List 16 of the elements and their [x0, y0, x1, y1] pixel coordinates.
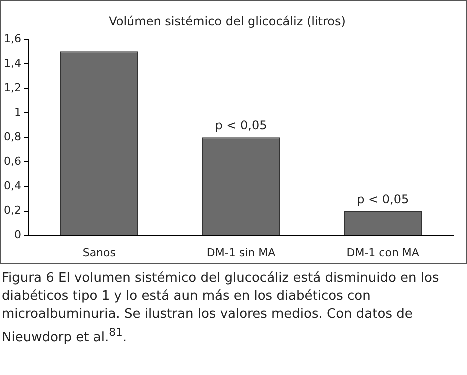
annotation: p < 0,05	[357, 192, 410, 206]
y-tick-label: 1	[14, 106, 22, 119]
x-tick-label: DM-1 sin MA	[206, 246, 276, 260]
y-tick-label: 1,6	[4, 32, 22, 46]
y-tick-label: 0	[14, 228, 22, 242]
y-tick-label: 0,2	[4, 204, 22, 218]
chart-title: Volúmen sistémico del glicocáliz (litros)	[109, 14, 346, 28]
y-tick-label: 1,4	[4, 56, 22, 70]
y-tick-label: 0,8	[4, 130, 22, 144]
x-tick-label: DM-1 con MA	[346, 246, 420, 260]
y-tick-label: 0,6	[4, 155, 22, 168]
y-tick-label: 1,2	[4, 81, 22, 94]
annotation: p < 0,05	[215, 118, 268, 133]
y-tick-label: 0,4	[4, 180, 22, 193]
text: Figura 6 El volumen sistémico del glucocáliz está disminuido en los diabéticos tipo 1 y lo está aun más en los diabéticos con microalbuminuria. Se ilustran los valores medios. Con datos de Nieuwdorp et al.$^{81}$.	[1, 270, 440, 348]
x-tick-label: Sanos	[82, 246, 116, 260]
